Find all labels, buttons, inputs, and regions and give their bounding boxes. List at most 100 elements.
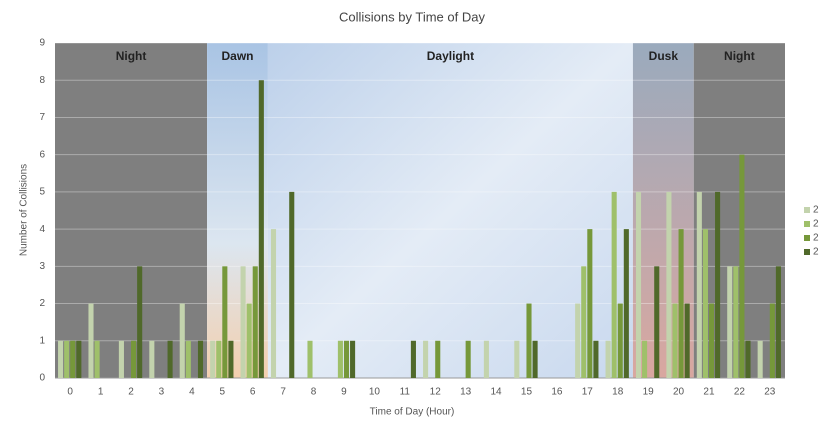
legend-label: 2 (813, 233, 819, 244)
bar (343, 340, 350, 378)
y-tick-label: 5 (39, 187, 45, 198)
y-tick-label: 6 (39, 149, 45, 160)
legend-swatch (804, 221, 810, 227)
y-tick-label: 2 (39, 298, 45, 309)
bar (435, 340, 441, 378)
y-tick-label: 0 (39, 373, 45, 384)
bar (617, 303, 623, 378)
bar (715, 191, 721, 378)
bar (575, 303, 581, 378)
x-tick-label: 18 (612, 387, 624, 398)
bar (216, 340, 222, 378)
x-tick-label: 12 (430, 387, 442, 398)
x-tick-label: 1 (98, 387, 104, 398)
bar (185, 340, 191, 378)
bar (605, 340, 611, 378)
bar (88, 303, 94, 378)
y-axis-label: Number of Collisions (19, 164, 30, 256)
x-tick-label: 14 (490, 387, 502, 398)
bar (270, 229, 277, 378)
legend-swatch (804, 235, 810, 241)
x-tick-label: 8 (311, 387, 317, 398)
bar (623, 229, 629, 378)
bar (593, 340, 599, 378)
bar (337, 340, 343, 378)
band-background (267, 43, 633, 378)
legend-label: 2 (813, 219, 819, 230)
bar (696, 191, 702, 378)
bar (727, 266, 733, 378)
chart-title: Collisions by Time of Day (339, 9, 485, 24)
bar (733, 266, 739, 378)
bar (252, 266, 258, 378)
bar (307, 340, 313, 378)
x-tick-label: 13 (460, 387, 472, 398)
bar (210, 340, 216, 378)
bar (587, 229, 593, 378)
x-tick-label: 5 (220, 387, 226, 398)
bar (635, 191, 642, 378)
bar (167, 340, 173, 378)
x-tick-label: 23 (764, 387, 776, 398)
band-label: Daylight (427, 49, 474, 63)
bar (423, 340, 429, 378)
y-tick-label: 9 (39, 38, 45, 49)
bar (642, 340, 648, 378)
x-tick-label: 4 (189, 387, 195, 398)
x-tick-label: 17 (582, 387, 594, 398)
y-tick-label: 4 (39, 224, 45, 235)
x-tick-label: 15 (521, 387, 533, 398)
x-tick-label: 0 (67, 387, 73, 398)
bar (745, 340, 751, 378)
bar (246, 303, 252, 378)
bar (775, 266, 781, 378)
bar (708, 303, 715, 378)
x-tick-label: 9 (341, 387, 347, 398)
bar (76, 340, 82, 378)
band-label: Dawn (221, 49, 253, 63)
bar (483, 340, 489, 378)
bar (350, 340, 356, 378)
bar (70, 340, 76, 378)
bar (410, 340, 416, 378)
x-tick-label: 10 (369, 387, 381, 398)
x-axis-label: Time of Day (Hour) (370, 407, 455, 418)
bar (611, 191, 617, 378)
y-tick-label: 7 (39, 112, 45, 123)
bar (149, 340, 155, 378)
bar (179, 303, 185, 378)
x-tick-label: 16 (551, 387, 563, 398)
bar (137, 266, 143, 378)
bar (197, 340, 204, 378)
bar (131, 340, 137, 378)
bar (514, 340, 520, 378)
bar (118, 340, 124, 378)
x-tick-label: 6 (250, 387, 256, 398)
y-tick-label: 8 (39, 75, 45, 86)
x-tick-label: 7 (280, 387, 286, 398)
bar (532, 340, 538, 378)
bar (739, 154, 745, 378)
bar (666, 191, 672, 378)
bar (94, 340, 100, 378)
bar (684, 303, 690, 378)
x-tick-label: 19 (643, 387, 655, 398)
x-tick-label: 20 (673, 387, 685, 398)
bar (672, 303, 678, 378)
legend-swatch (804, 207, 810, 213)
bar (769, 303, 775, 378)
bar (654, 266, 660, 378)
bar (240, 266, 246, 378)
bar (757, 340, 763, 378)
bar (64, 340, 70, 378)
bar (526, 303, 532, 378)
bar (465, 340, 471, 378)
bar (289, 191, 295, 378)
x-tick-label: 21 (703, 387, 715, 398)
x-tick-label: 22 (734, 387, 746, 398)
x-tick-label: 11 (400, 387, 411, 398)
legend-swatch (804, 249, 810, 255)
bar (58, 340, 64, 378)
